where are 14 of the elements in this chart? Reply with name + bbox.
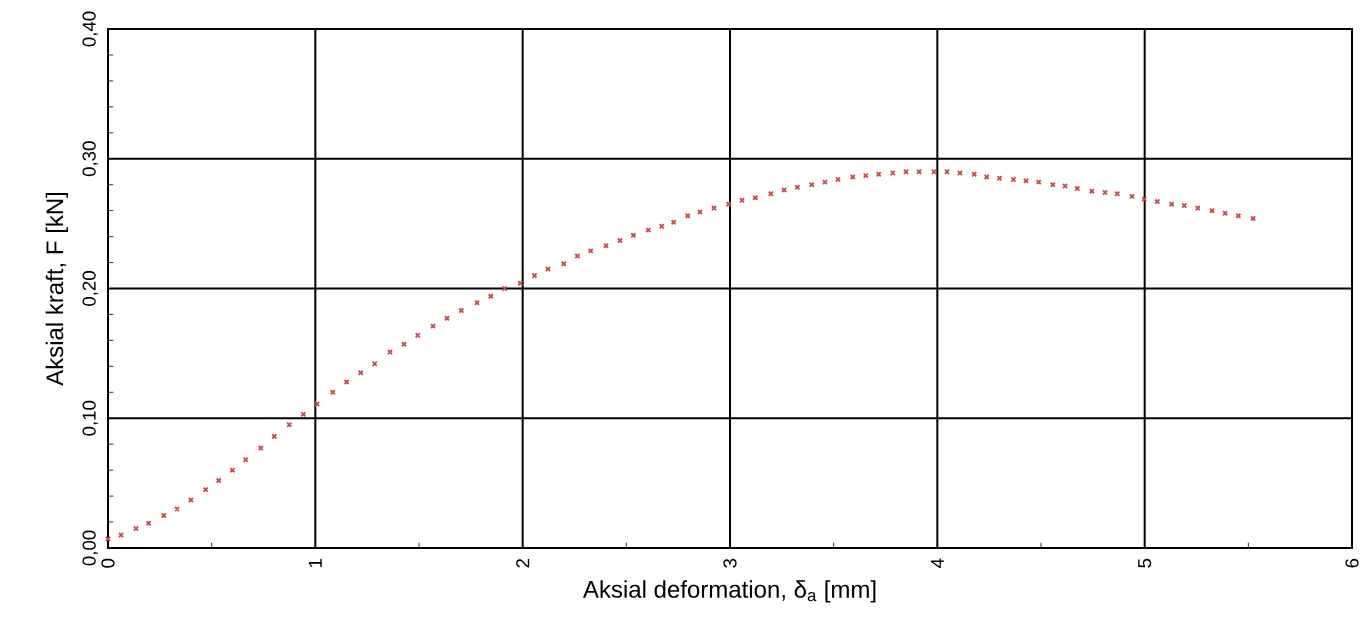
x-axis-title: Aksial deformation, δ$_{a}$ [mm] xyxy=(582,580,876,603)
x-tick-label: 3 xyxy=(723,558,737,568)
x-tick-label: 0 xyxy=(101,558,115,568)
y-tick-label: 0,00 xyxy=(82,530,98,566)
y-axis-title: Aksial kraft, F [kN] xyxy=(45,192,69,386)
x-tick-label: 2 xyxy=(516,558,530,568)
x-tick-label: 1 xyxy=(308,558,322,568)
x-tick-label: 5 xyxy=(1138,558,1152,568)
y-tick-label: 0,40 xyxy=(82,11,98,47)
y-tick-label: 0,20 xyxy=(82,271,98,306)
y-tick-label: 0,30 xyxy=(82,141,98,177)
x-tick-label: 4 xyxy=(930,558,944,569)
x-tick-label: 6 xyxy=(1345,558,1359,568)
y-tick-label: 0,10 xyxy=(82,400,98,436)
